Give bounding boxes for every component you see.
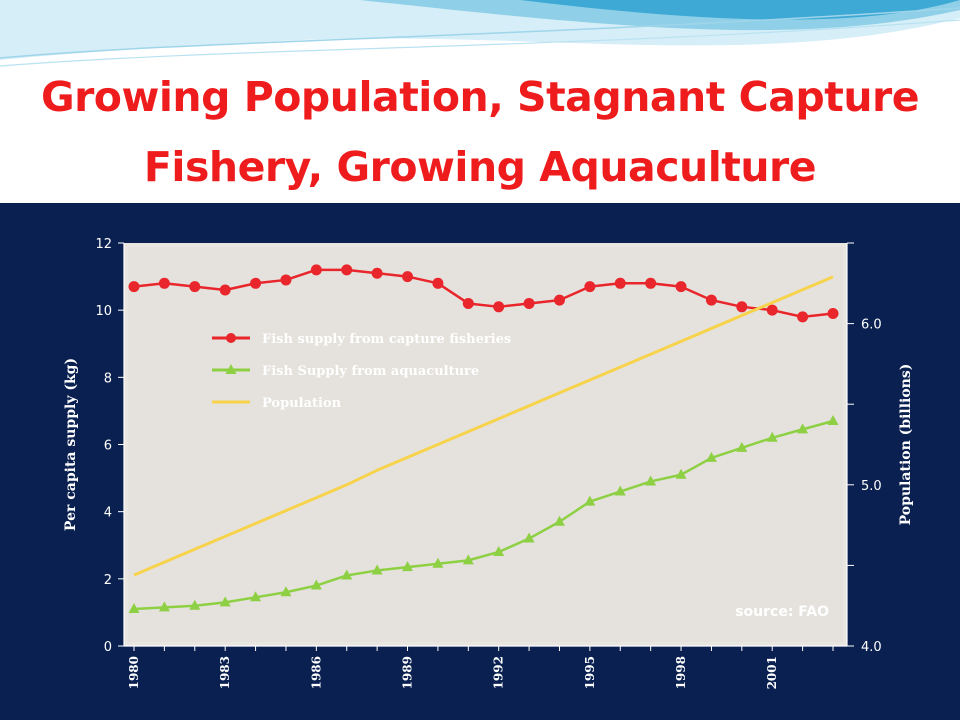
aquaculture-data-point: [766, 431, 778, 442]
aquaculture-data-point: [250, 591, 262, 602]
capture-data-point: [462, 297, 474, 309]
x-tick-label: 1980: [127, 656, 141, 689]
capture-data-point: [827, 308, 839, 320]
capture-data-point: [280, 274, 292, 286]
left-tick-label: 6: [104, 439, 112, 454]
aquaculture-data-point: [462, 554, 474, 565]
capture-data-point: [523, 297, 535, 309]
capture-data-point: [614, 277, 626, 289]
left-tick-label: 12: [95, 237, 112, 252]
right-tick-label: 6.0: [861, 318, 882, 333]
capture-data-point: [189, 281, 201, 293]
aquaculture-data-point: [128, 603, 140, 614]
legend-label-capture: Fish supply from capture fisheries: [262, 332, 511, 347]
aquaculture-data-point: [827, 414, 839, 425]
aquaculture-data-point: [189, 599, 201, 610]
capture-data-point: [371, 267, 383, 279]
capture-data-point: [766, 304, 778, 316]
header-wave-decoration: [0, 0, 960, 67]
x-tick-label: 1989: [401, 656, 415, 689]
population-series-line: [133, 275, 834, 577]
aquaculture-data-point: [280, 586, 292, 597]
left-axis-title: Per capita supply (kg): [63, 358, 79, 531]
aquaculture-data-point: [371, 564, 383, 575]
aquaculture-data-point: [705, 451, 717, 462]
capture-data-point: [219, 284, 231, 296]
aquaculture-data-point: [493, 545, 505, 556]
capture-data-point: [675, 281, 687, 293]
aquaculture-data-point: [553, 515, 565, 526]
capture-data-point: [310, 264, 322, 276]
fish-supply-chart: 0 2 4 6 8 10 12 4.0 5.0 6.0 1980 1983 1986 1989 1992 19…: [63, 237, 914, 689]
aquaculture-data-point: [523, 532, 535, 543]
capture-data-point: [128, 281, 140, 293]
left-tick-label: 10: [95, 304, 112, 319]
capture-data-point: [158, 277, 170, 289]
source-annotation: source: FAO: [735, 604, 829, 620]
slide-title-line-1: Growing Population, Stagnant Capture: [40, 73, 920, 121]
capture-data-point: [341, 264, 353, 276]
x-tick-label: 1983: [218, 656, 232, 689]
legend-marker-capture: [226, 333, 236, 343]
plot-area-inner: [128, 247, 843, 642]
aquaculture-data-point: [645, 475, 657, 486]
capture-data-point: [584, 281, 596, 293]
capture-data-point: [250, 277, 262, 289]
aquaculture-data-point: [219, 596, 231, 607]
x-tick-label: 1998: [674, 656, 688, 689]
chart-panel: 0 2 4 6 8 10 12 4.0 5.0 6.0 1980 1983 1986 1989 1992 19…: [0, 203, 960, 720]
right-axis-title: Population (billions): [898, 364, 914, 526]
aquaculture-data-point: [158, 601, 170, 612]
right-tick-label: 4.0: [861, 640, 882, 655]
capture-data-point: [432, 277, 444, 289]
aquaculture-data-point: [614, 485, 626, 496]
capture-data-point: [705, 294, 717, 306]
aquaculture-data-point: [675, 468, 687, 479]
aquaculture-data-point: [310, 579, 322, 590]
x-tick-label: 1995: [583, 656, 597, 689]
right-tick-label: 5.0: [861, 479, 882, 494]
capture-data-point: [645, 277, 657, 289]
capture-data-point: [736, 301, 748, 313]
slide-title-line-2: Fishery, Growing Aquaculture: [143, 143, 817, 191]
aquaculture-data-point: [432, 557, 444, 568]
capture-data-point: [553, 294, 565, 306]
legend-label-aquaculture: Fish Supply from aquaculture: [262, 364, 479, 379]
aquaculture-series-line: [133, 419, 834, 611]
x-tick-label: 1986: [309, 656, 323, 689]
capture-data-point: [493, 301, 505, 313]
left-tick-label: 4: [104, 506, 112, 521]
aquaculture-data-point: [584, 495, 596, 506]
slide-title: Growing Population, Stagnant Capture Fis…: [0, 62, 960, 202]
x-tick-label: 1992: [492, 656, 506, 689]
left-tick-label: 8: [104, 371, 112, 386]
aquaculture-data-point: [736, 441, 748, 452]
legend-marker-aquaculture: [225, 364, 237, 374]
capture-data-point: [402, 271, 414, 283]
aquaculture-data-point: [341, 569, 353, 580]
capture-data-point: [797, 311, 809, 323]
aquaculture-data-point: [402, 561, 414, 572]
x-tick-label: 2001: [765, 656, 779, 689]
legend-label-population: Population: [262, 396, 342, 411]
left-tick-label: 0: [104, 640, 112, 655]
aquaculture-data-point: [797, 423, 809, 434]
left-tick-label: 2: [104, 573, 112, 588]
